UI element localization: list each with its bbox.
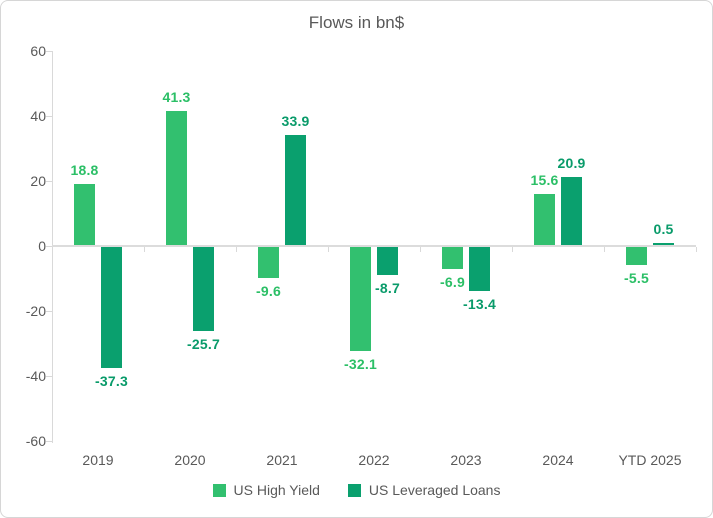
bar-us-high-yield-2023 [442, 247, 463, 270]
value-label-us-leveraged-loans-2021: 33.9 [281, 112, 310, 129]
value-label-us-leveraged-loans-2020: -25.7 [187, 335, 220, 352]
x-axis-tick [604, 247, 605, 252]
bar-us-high-yield-2021 [258, 247, 279, 279]
y-axis-tick [46, 115, 52, 117]
legend-item-us-high-yield: US High Yield [212, 482, 320, 498]
y-axis-tick [46, 310, 52, 312]
x-axis-tick [512, 247, 513, 252]
y-tick-label: 40 [30, 108, 46, 124]
y-tick-label: -20 [25, 303, 46, 319]
x-axis-tick [696, 247, 697, 252]
bar-us-leveraged-loans-2022 [377, 247, 398, 276]
bar-us-leveraged-loans-2020 [193, 247, 214, 331]
value-label-us-leveraged-loans-2022: -8.7 [375, 280, 400, 297]
legend-label-us-high-yield: US High Yield [233, 482, 320, 498]
x-axis-tick [420, 247, 421, 252]
chart-title: Flows in bn$ [308, 13, 405, 32]
y-axis-tick [46, 50, 52, 52]
value-label-us-high-yield-2022: -32.1 [344, 356, 377, 373]
bar-us-high-yield-ytd-2025 [626, 247, 647, 265]
y-tick-label: 60 [30, 43, 46, 59]
value-label-us-high-yield-2021: -9.6 [256, 283, 281, 300]
x-tick-label-2022: 2022 [358, 452, 390, 468]
legend-item-us-leveraged-loans: US Leveraged Loans [347, 482, 501, 498]
x-axis-tick [144, 247, 145, 252]
x-tick-label-2024: 2024 [542, 452, 574, 468]
y-tick-label: 20 [30, 173, 46, 189]
x-tick-label-2021: 2021 [266, 452, 298, 468]
legend-swatch-us-leveraged-loans [347, 483, 361, 497]
value-label-us-high-yield-2023: -6.9 [440, 274, 465, 291]
bar-us-leveraged-loans-ytd-2025 [653, 243, 674, 245]
y-axis-tick [46, 180, 52, 182]
y-axis-tick [46, 375, 52, 377]
bar-us-leveraged-loans-2021 [285, 134, 306, 245]
value-label-us-high-yield-2019: 18.8 [70, 161, 99, 178]
value-label-us-leveraged-loans-2024: 20.9 [557, 155, 586, 172]
y-axis-tick [46, 440, 52, 442]
x-axis-tick [236, 247, 237, 252]
y-tick-label: 0 [38, 238, 46, 254]
value-label-us-leveraged-loans-2019: -37.3 [95, 373, 128, 390]
x-tick-label-2023: 2023 [450, 452, 482, 468]
x-axis-tick [328, 247, 329, 252]
value-label-us-high-yield-2024: 15.6 [530, 172, 559, 189]
x-axis-tick [52, 247, 53, 252]
bar-us-high-yield-2019 [74, 183, 95, 245]
y-tick-label: -40 [25, 368, 46, 384]
bar-us-high-yield-2022 [350, 247, 371, 352]
y-tick-label: -60 [25, 433, 46, 449]
x-tick-label-2020: 2020 [174, 452, 206, 468]
value-label-us-high-yield-2020: 41.3 [162, 88, 191, 105]
bar-us-leveraged-loans-2019 [101, 247, 122, 369]
bar-us-high-yield-2020 [166, 110, 187, 245]
legend-swatch-us-high-yield [212, 483, 226, 497]
bar-us-leveraged-loans-2024 [561, 177, 582, 245]
legend: US High Yield US Leveraged Loans [1, 482, 712, 498]
zero-baseline [52, 245, 696, 247]
value-label-us-leveraged-loans-ytd-2025: 0.5 [653, 221, 674, 237]
bar-us-leveraged-loans-2023 [469, 247, 490, 291]
value-label-us-leveraged-loans-2023: -13.4 [463, 295, 496, 312]
x-tick-label-2019: 2019 [82, 452, 114, 468]
legend-label-us-leveraged-loans: US Leveraged Loans [368, 482, 501, 498]
x-tick-label-ytd-2025: YTD 2025 [618, 452, 682, 468]
value-label-us-high-yield-ytd-2025: -5.5 [624, 269, 649, 286]
y-axis-tick [46, 245, 52, 247]
bar-us-high-yield-2024 [534, 194, 555, 245]
